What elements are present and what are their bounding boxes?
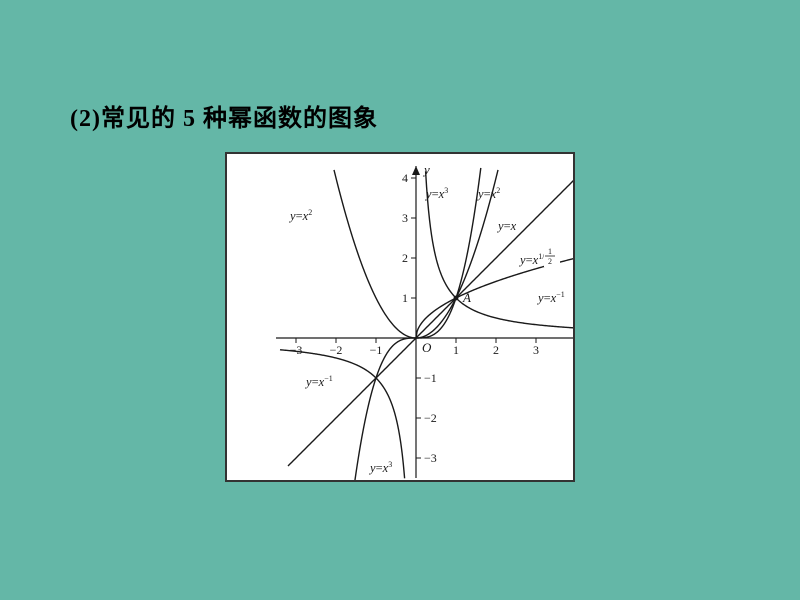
svg-text:y=x2: y=x2 [288, 208, 312, 223]
svg-text:y=x2: y=x2 [476, 186, 500, 201]
svg-text:1: 1 [453, 343, 459, 357]
svg-text:2: 2 [402, 251, 408, 265]
svg-text:3: 3 [402, 211, 408, 225]
svg-text:4: 4 [402, 171, 408, 185]
svg-text:y=x3: y=x3 [368, 460, 392, 475]
svg-text:y=x−1: y=x−1 [304, 374, 333, 389]
svg-text:2: 2 [548, 257, 552, 266]
svg-text:y=x3: y=x3 [424, 186, 448, 201]
svg-text:−3: −3 [290, 343, 303, 357]
slide: (2)常见的 5 种幂函数的图象 −3−2−112341234−1−2−3xyO… [0, 0, 800, 600]
svg-text:3: 3 [533, 343, 539, 357]
svg-text:O: O [422, 340, 432, 355]
svg-text:−1: −1 [370, 343, 383, 357]
svg-text:−1: −1 [424, 371, 437, 385]
svg-text:−2: −2 [424, 411, 437, 425]
svg-text:−3: −3 [424, 451, 437, 465]
power-functions-chart: −3−2−112341234−1−2−3xyOAy=x2y=x2y=x3y=x3… [225, 152, 575, 482]
svg-text:2: 2 [493, 343, 499, 357]
slide-title: (2)常见的 5 种幂函数的图象 [70, 98, 378, 133]
svg-text:y=x1/2: y=x1/2 [518, 252, 548, 267]
svg-text:1: 1 [402, 291, 408, 305]
chart-svg: −3−2−112341234−1−2−3xyOAy=x2y=x2y=x3y=x3… [227, 154, 573, 480]
svg-text:−2: −2 [330, 343, 343, 357]
svg-text:A: A [462, 290, 471, 305]
svg-text:1: 1 [548, 247, 552, 256]
svg-text:y=x−1: y=x−1 [536, 290, 565, 305]
svg-text:y=x: y=x [496, 219, 517, 233]
